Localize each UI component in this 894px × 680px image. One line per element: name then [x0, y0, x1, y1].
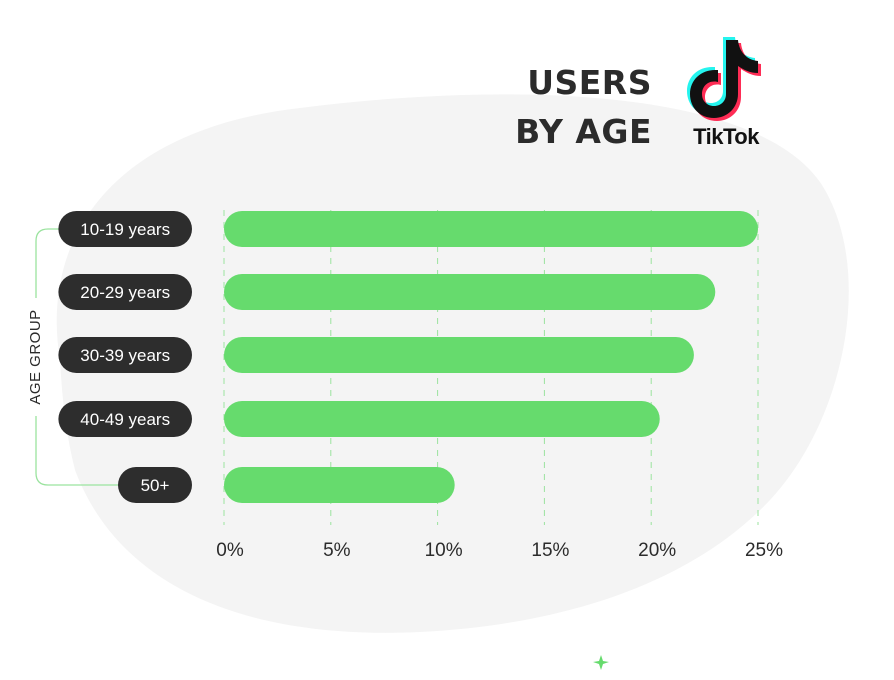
category-label: 10-19 years [80, 220, 170, 239]
y-axis-label: AGE GROUP [27, 309, 44, 404]
category-labels: 10-19 years 20-29 years 30-39 years 40-49 y… [58, 211, 193, 503]
x-tick-labels: 0% 5% 10% 15% 20% 25% [216, 540, 783, 561]
category-pill: 50+ [118, 467, 192, 503]
x-tick-label: 20% [638, 540, 676, 561]
bar [224, 274, 716, 310]
category-label: 40-49 years [80, 410, 170, 429]
note-black-layer [690, 40, 758, 118]
pill-background [58, 274, 193, 310]
bar [224, 401, 660, 437]
title-line-2: BY AGE [515, 112, 652, 151]
bar [224, 211, 758, 247]
x-tick-label: 10% [425, 540, 463, 561]
pill-background [118, 467, 192, 503]
x-tick-label: 25% [745, 540, 783, 561]
category-label: 20-29 years [80, 283, 170, 302]
category-pill: 20-29 years [58, 274, 193, 310]
bars [224, 211, 758, 503]
title-line-1: USERS [527, 63, 652, 102]
age-group-bracket [28, 228, 120, 486]
bar [224, 467, 455, 503]
category-pill: 30-39 years [58, 337, 193, 373]
bar [224, 337, 694, 373]
bracket-gap [28, 298, 44, 416]
tiktok-logo: TikTok [680, 36, 772, 151]
category-label: 30-39 years [80, 346, 170, 365]
pill-background [58, 211, 193, 247]
x-tick-label: 15% [531, 540, 569, 561]
category-label: 50+ [141, 476, 170, 495]
category-pill: 40-49 years [58, 401, 193, 437]
brand-wordmark: TikTok [693, 124, 759, 149]
pill-background [58, 337, 193, 373]
x-tick-label: 5% [323, 540, 351, 561]
x-tick-label: 0% [216, 540, 244, 561]
category-pill: 10-19 years [58, 211, 193, 247]
tiktok-note-icon [687, 37, 761, 121]
plus-sparkle-icon [593, 655, 609, 670]
pill-background [58, 401, 193, 437]
